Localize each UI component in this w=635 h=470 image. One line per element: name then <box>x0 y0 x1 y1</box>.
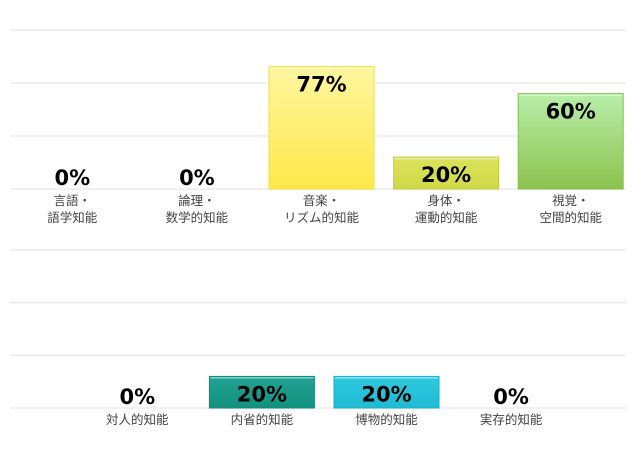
data-label: 0% <box>179 166 215 190</box>
data-label: 0% <box>493 385 529 409</box>
category-label: リズム的知能 <box>284 210 360 225</box>
category-label: 語学知能 <box>47 210 98 225</box>
bar <box>268 66 375 190</box>
bar <box>208 375 315 409</box>
category-label: 内省的知能 <box>231 412 294 427</box>
category-label: 言語・ <box>54 193 92 208</box>
category-label: 博物的知能 <box>355 412 418 427</box>
data-label: 0% <box>119 385 155 409</box>
bar <box>393 156 500 190</box>
category-label: 実存的知能 <box>480 412 543 427</box>
category-label: 論理・ <box>178 193 216 208</box>
data-label: 0% <box>54 166 90 190</box>
chart-1: 0% 言語・語学知能 0% 論理・数学的知能 77% 音楽・リズム的知能 20% 身体・運動的… <box>10 29 626 225</box>
data-label: 20% <box>361 382 411 406</box>
data-label: 20% <box>421 163 471 187</box>
bar <box>333 375 440 409</box>
bar <box>517 93 624 190</box>
category-label: 運動的知能 <box>415 210 478 225</box>
data-label: 60% <box>546 100 596 124</box>
data-label: 77% <box>296 73 346 97</box>
category-label: 対人的知能 <box>106 412 169 427</box>
category-label: 視覚・ <box>552 193 590 208</box>
chart-2: 0% 対人的知能 20% 内省的知能 20% 博物的知能 0% 実存的知能 <box>10 249 626 427</box>
category-label: 空間的知能 <box>539 210 602 225</box>
data-label: 20% <box>237 382 287 406</box>
category-label: 身体・ <box>427 193 465 208</box>
category-label: 音楽・ <box>303 193 341 208</box>
category-label: 数学的知能 <box>166 210 229 225</box>
